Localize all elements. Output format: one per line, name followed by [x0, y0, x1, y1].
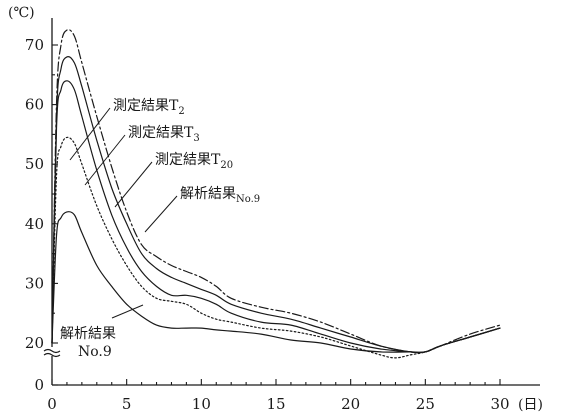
y-tick-label: 30: [25, 274, 44, 292]
x-tick-label: 30: [490, 395, 509, 413]
series-label: 測定結果T20: [155, 152, 233, 171]
series-line-3: [51, 136, 501, 359]
leader-line: [111, 304, 144, 319]
axes: 0 5 10 15 20 25 30 0 20 30 40 50 60 70 (℃) (日): [8, 5, 543, 413]
series-lines: [51, 29, 501, 359]
analysis-label-title: 解析結果: [60, 326, 116, 342]
y-tick-label: 50: [25, 155, 44, 173]
x-tick-label: 25: [416, 395, 435, 413]
x-tick-label: 20: [341, 395, 360, 413]
y-tick-label: 20: [25, 334, 44, 352]
series-line-4: [51, 211, 501, 353]
analysis-label-id: No.9: [78, 344, 112, 360]
leader-line: [84, 134, 126, 186]
series-line-2: [51, 80, 501, 354]
leader-line: [144, 195, 178, 233]
y-axis-unit: (℃): [8, 5, 35, 21]
x-tick-label: 5: [122, 395, 132, 413]
x-axis-unit: (日): [518, 397, 543, 413]
y-tick-label: 0: [34, 376, 44, 394]
axis-break-mark: [43, 352, 61, 358]
series-label: 測定結果T3: [128, 125, 200, 144]
axis-break-mark: [43, 348, 61, 354]
y-tick-label: 70: [25, 36, 44, 54]
series-label: 測定結果T2: [113, 98, 185, 117]
x-tick-label: 15: [266, 395, 285, 413]
series-line-0: [51, 29, 501, 354]
series-label: 解析結果No.9: [180, 186, 260, 205]
x-tick-label: 0: [47, 395, 57, 413]
y-tick-label: 60: [25, 96, 44, 114]
leader-line: [114, 161, 153, 208]
leader-line: [69, 107, 111, 161]
y-tick-label: 40: [25, 215, 44, 233]
x-tick-label: 10: [192, 395, 211, 413]
